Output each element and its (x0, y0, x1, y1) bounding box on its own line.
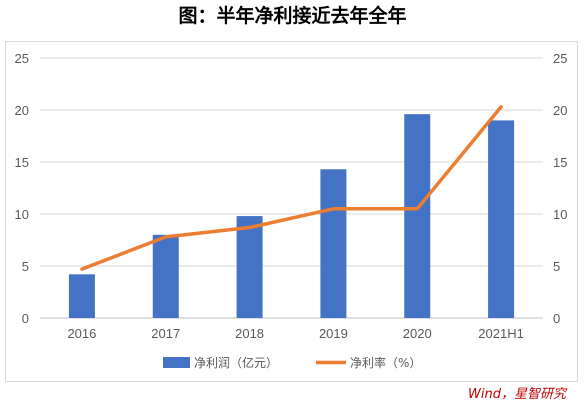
legend-bar-swatch (163, 357, 190, 368)
chart-title: 图：半年净利接近去年全年 (178, 5, 407, 27)
y-left-tick-label: 20 (15, 103, 29, 118)
bar-2016 (68, 274, 95, 318)
bar-2017 (152, 234, 179, 318)
y-left-tick-label: 15 (15, 155, 29, 170)
bar-2021H1 (488, 120, 515, 319)
legend: 净利润（亿元） 净利率（%） (163, 355, 421, 370)
bar-series (68, 114, 515, 319)
x-tick-label: 2020 (403, 326, 432, 341)
x-tick-label: 2017 (151, 326, 180, 341)
chart-frame (5, 41, 578, 382)
y-right-tick-label: 15 (553, 155, 567, 170)
y-right-tick-label: 0 (553, 311, 560, 326)
x-tick-label: 2016 (67, 326, 96, 341)
bar-2018 (236, 216, 263, 318)
y-right-tick-label: 5 (553, 259, 560, 274)
y-left-tick-label: 25 (15, 51, 29, 66)
y-right-tick-label: 10 (553, 207, 567, 222)
x-tick-label: 2021H1 (478, 326, 524, 341)
net-margin-line (80, 105, 503, 271)
y-left-tick-label: 0 (22, 311, 29, 326)
gridlines (40, 57, 543, 319)
bar-2019 (320, 169, 347, 318)
y-left-tick-label: 10 (15, 207, 29, 222)
y-left-tick-label: 5 (22, 259, 29, 274)
x-tick-label: 2018 (235, 326, 264, 341)
x-tick-label: 2019 (319, 326, 348, 341)
y-right-tick-label: 20 (553, 103, 567, 118)
legend-bar-label: 净利润（亿元） (194, 355, 278, 370)
y-right-tick-label: 25 (553, 51, 567, 66)
line-series (80, 105, 503, 271)
source-note: Wind，星智研究 (468, 387, 566, 402)
bar-2020 (404, 114, 431, 318)
legend-line-label: 净利率（%） (350, 355, 421, 370)
axis-ticks: 0 5 10 15 20 25 0 5 10 15 20 25 2016 2017 2018 2019 2020… (15, 51, 568, 341)
